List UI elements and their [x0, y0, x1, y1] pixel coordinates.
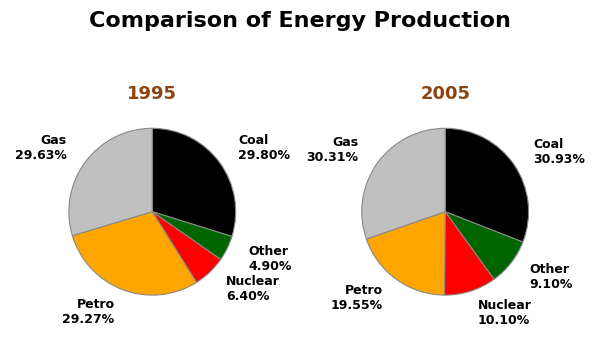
Wedge shape — [445, 212, 523, 279]
Wedge shape — [362, 128, 445, 239]
Wedge shape — [69, 128, 152, 236]
Text: Comparison of Energy Production: Comparison of Energy Production — [89, 11, 511, 31]
Wedge shape — [73, 212, 197, 295]
Text: Other
9.10%: Other 9.10% — [530, 263, 573, 291]
Wedge shape — [445, 128, 529, 242]
Text: Petro
29.27%: Petro 29.27% — [62, 298, 115, 326]
Wedge shape — [152, 128, 236, 236]
Text: Nuclear
6.40%: Nuclear 6.40% — [226, 275, 280, 303]
Text: Nuclear
10.10%: Nuclear 10.10% — [478, 299, 532, 327]
Wedge shape — [152, 212, 232, 260]
Wedge shape — [367, 212, 445, 295]
Text: Coal
30.93%: Coal 30.93% — [533, 138, 585, 166]
Title: 2005: 2005 — [420, 85, 470, 103]
Text: Coal
29.80%: Coal 29.80% — [238, 134, 290, 162]
Text: Gas
30.31%: Gas 30.31% — [306, 136, 358, 164]
Title: 1995: 1995 — [127, 85, 177, 103]
Text: Petro
19.55%: Petro 19.55% — [331, 285, 383, 313]
Wedge shape — [152, 212, 221, 282]
Wedge shape — [445, 212, 494, 295]
Text: Gas
29.63%: Gas 29.63% — [15, 134, 67, 162]
Text: Other
4.90%: Other 4.90% — [248, 245, 292, 273]
